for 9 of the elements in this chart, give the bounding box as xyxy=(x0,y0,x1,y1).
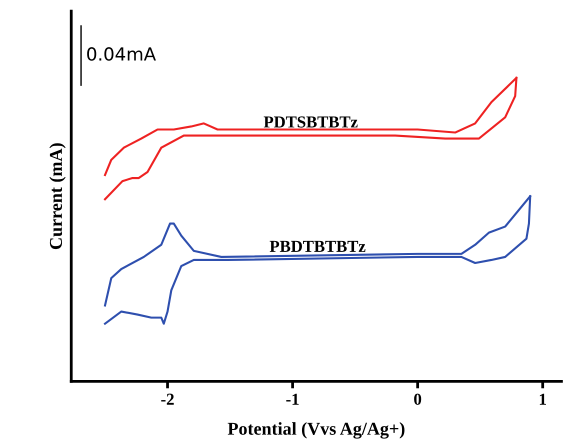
x-tick-label: -1 xyxy=(286,394,299,405)
series-label: PDTSBTBTz xyxy=(264,116,358,128)
x-axis-title: Potential (Vvs Ag/Ag+) xyxy=(228,422,404,439)
text: 0.04mA xyxy=(87,47,156,61)
series-label: PBDTBTBTz xyxy=(270,240,366,252)
x-tick-label: -2 xyxy=(161,394,174,405)
x-tick-label: 0 xyxy=(414,394,422,405)
y-axis-title: Current (mA) xyxy=(49,143,66,250)
x-tick-label: 1 xyxy=(540,394,546,405)
